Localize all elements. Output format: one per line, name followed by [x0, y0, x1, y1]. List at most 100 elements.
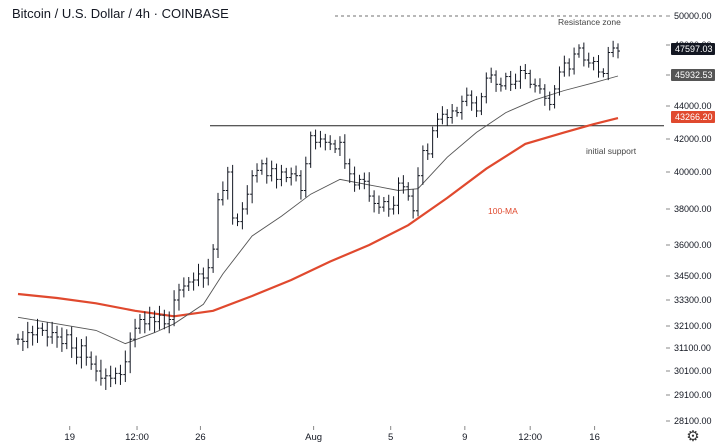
time-axis[interactable]: 19 12:00 26 Aug 5 9 12:00 16: [64, 426, 600, 443]
price-bar: [567, 58, 572, 77]
price-bar: [147, 306, 152, 331]
price-bar: [523, 64, 528, 80]
price-bar: [347, 158, 352, 183]
price-bar: [318, 130, 323, 148]
price-bar: [606, 46, 611, 81]
price-bar: [40, 322, 45, 336]
x-tick-label: Aug: [305, 432, 322, 443]
price-bar: [308, 131, 313, 168]
price-bar: [64, 329, 69, 350]
price-bar: [181, 277, 186, 298]
price-bar: [435, 113, 440, 138]
price-bar: [518, 65, 523, 89]
gear-icon[interactable]: ⚙: [686, 427, 700, 445]
x-tick-label: 19: [64, 432, 75, 443]
price-bar: [298, 170, 303, 200]
price-bar: [552, 85, 557, 109]
chart-title: Bitcoin / U.S. Dollar / 4h · COINBASE: [12, 6, 229, 21]
price-bar: [528, 69, 533, 89]
candles-group: [16, 40, 620, 390]
y-tick-label: 50000.00: [674, 11, 712, 21]
price-bar: [279, 164, 284, 187]
price-bar: [611, 40, 616, 58]
price-bar: [196, 263, 201, 287]
x-tick-label: 12:00: [125, 432, 149, 443]
y-tick-label: 28100.00: [674, 416, 712, 426]
price-bar: [337, 136, 342, 156]
price-bar: [30, 325, 35, 346]
price-bar: [186, 277, 191, 291]
price-bar: [128, 332, 133, 374]
price-bar: [416, 167, 420, 217]
level-lines: [210, 15, 664, 127]
price-bar: [108, 365, 113, 388]
price-badges: 47597.03 45932.53 43266.20: [671, 43, 715, 123]
last-price-badge: [671, 43, 715, 55]
price-bar: [269, 160, 274, 182]
price-bar: [255, 163, 260, 183]
price-bar: [201, 267, 206, 288]
price-bar: [537, 78, 542, 94]
price-bar: [94, 355, 99, 382]
price-bar: [118, 364, 123, 385]
y-tick-label: 33300.00: [674, 295, 712, 305]
y-tick-label: 34500.00: [674, 271, 712, 281]
slow-ma-badge: [671, 111, 715, 123]
fast-ma-line: [17, 75, 619, 345]
price-bar: [367, 172, 372, 202]
price-bar: [172, 290, 177, 327]
price-bar: [45, 322, 50, 347]
price-bar: [216, 192, 220, 259]
price-bar: [498, 77, 503, 92]
price-bar: [562, 55, 567, 77]
y-tick-label: 32100.00: [674, 321, 712, 331]
price-bar: [425, 143, 430, 160]
price-bar: [572, 47, 577, 75]
price-bar: [294, 165, 299, 182]
price-bar: [469, 90, 474, 111]
price-bar: [25, 321, 30, 349]
price-bar: [616, 43, 620, 59]
price-bar: [235, 213, 240, 227]
price-bar: [557, 66, 562, 96]
price-bar: [542, 84, 547, 106]
price-bar: [20, 331, 25, 351]
price-bar: [162, 309, 167, 330]
x-tick-label: 12:00: [518, 432, 542, 443]
price-bar: [157, 305, 162, 330]
price-bar: [133, 318, 138, 348]
price-bar: [533, 78, 538, 93]
exchange: COINBASE: [161, 6, 229, 21]
initial-support-label: initial support: [586, 146, 637, 156]
price-bar: [225, 166, 230, 200]
price-bar: [464, 87, 469, 107]
price-bar: [230, 164, 235, 225]
price-bar: [420, 145, 425, 185]
interval: 4h: [135, 6, 151, 21]
price-bar: [79, 338, 84, 369]
price-bar: [445, 109, 450, 126]
price-bar: [113, 367, 118, 385]
price-bar: [494, 70, 499, 92]
price-bar: [103, 368, 108, 390]
y-tick-label: 30100.00: [674, 366, 712, 376]
y-tick-label: 31100.00: [674, 343, 711, 353]
price-bar: [176, 283, 181, 311]
price-bar: [372, 190, 377, 213]
x-tick-label: 16: [589, 432, 600, 443]
price-bar: [89, 351, 94, 370]
last-price-value: 47597.03: [675, 44, 713, 54]
y-tick-label: 36000.00: [674, 240, 712, 250]
x-tick-label: 5: [388, 432, 393, 443]
price-bar: [245, 185, 250, 215]
price-bar: [84, 336, 89, 366]
price-bar: [357, 174, 362, 190]
price-bar: [581, 42, 586, 67]
price-bar: [191, 272, 196, 291]
price-bar: [381, 196, 386, 212]
price-bar: [250, 170, 255, 204]
price-bar: [474, 96, 479, 118]
price-bar: [69, 326, 74, 358]
fast-ma-badge: [671, 69, 715, 81]
